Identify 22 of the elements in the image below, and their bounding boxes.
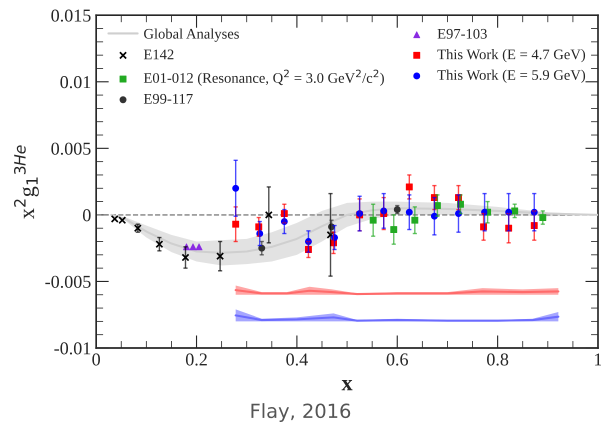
y-tick-label: 0 bbox=[82, 209, 91, 222]
x-tick-label: 0.8 bbox=[487, 353, 508, 366]
y-tick-label: 0.01 bbox=[60, 76, 90, 88]
x-tick-label: 0.4 bbox=[286, 353, 308, 366]
legend-label: E97-103 bbox=[438, 28, 487, 39]
legend-label: This Work (E = 5.9 GeV) bbox=[437, 70, 586, 83]
x-tick-label: 0 bbox=[92, 353, 100, 366]
y-tick-label: -0.01 bbox=[54, 342, 90, 355]
x-tick-label: 0.6 bbox=[386, 353, 408, 366]
y-tick-label: 0.015 bbox=[51, 9, 91, 22]
legend-label: E01-012 (Resonance, Q$^{2}$ = 3.0 GeV$^{2}$/c$^{2}$) bbox=[144, 70, 384, 86]
x-tick-label: 0.2 bbox=[186, 353, 207, 366]
y-tick-label: -0.005 bbox=[45, 276, 91, 288]
x-axis-title: x bbox=[342, 380, 353, 390]
text: Flay, 2016 bbox=[251, 403, 350, 422]
y-axis-title: x$^{2}$g$_{1}$$^{3He}$ bbox=[14, 145, 39, 219]
y-tick-label: 0.005 bbox=[51, 142, 91, 155]
legend-label: E142 bbox=[144, 50, 174, 60]
legend-label: Global Analyses bbox=[144, 28, 239, 42]
legend-label: E99-117 bbox=[144, 94, 193, 104]
legend-label: This Work (E = 4.7 GeV) bbox=[437, 49, 586, 62]
x-tick-label: 1 bbox=[595, 353, 601, 366]
